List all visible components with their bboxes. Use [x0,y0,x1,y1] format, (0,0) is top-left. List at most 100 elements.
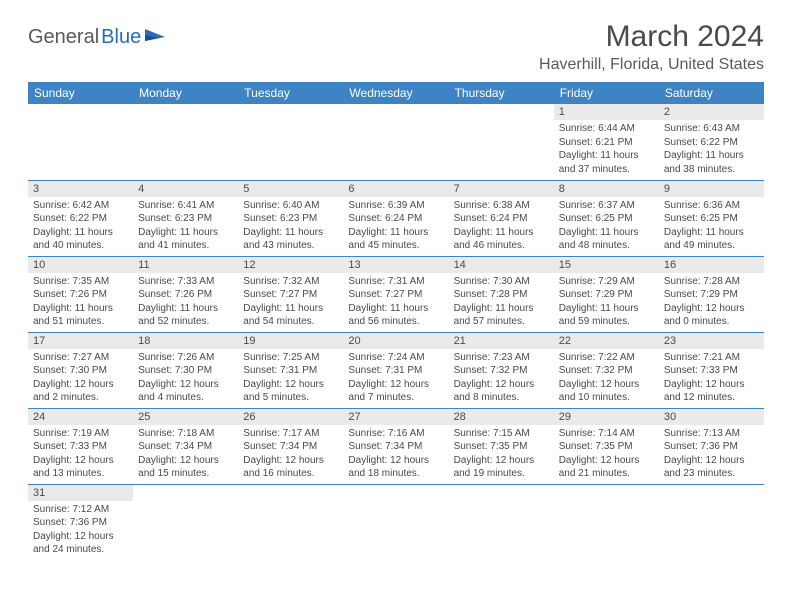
day-number: 18 [133,333,238,349]
calendar-cell: 14Sunrise: 7:30 AMSunset: 7:28 PMDayligh… [449,256,554,332]
calendar-cell: 4Sunrise: 6:41 AMSunset: 6:23 PMDaylight… [133,180,238,256]
sunrise-text: Sunrise: 6:42 AM [33,199,128,213]
calendar-cell: 6Sunrise: 6:39 AMSunset: 6:24 PMDaylight… [343,180,448,256]
day-number: 21 [449,333,554,349]
sunrise-text: Sunrise: 6:43 AM [664,122,759,136]
calendar-cell [554,484,659,560]
calendar-cell: 25Sunrise: 7:18 AMSunset: 7:34 PMDayligh… [133,408,238,484]
day-number: 20 [343,333,448,349]
day-body: Sunrise: 7:18 AMSunset: 7:34 PMDaylight:… [133,425,238,484]
calendar-cell: 23Sunrise: 7:21 AMSunset: 7:33 PMDayligh… [659,332,764,408]
sunset-text: Sunset: 7:35 PM [454,440,549,454]
calendar-row: 24Sunrise: 7:19 AMSunset: 7:33 PMDayligh… [28,408,764,484]
day-number: 6 [343,181,448,197]
sunset-text: Sunset: 7:26 PM [138,288,233,302]
title-block: March 2024 Haverhill, Florida, United St… [539,20,764,74]
day-header: Wednesday [343,82,448,104]
sunset-text: Sunset: 7:31 PM [243,364,338,378]
sunset-text: Sunset: 7:33 PM [664,364,759,378]
daylight-text: Daylight: 12 hours and 4 minutes. [138,378,233,405]
calendar-cell: 27Sunrise: 7:16 AMSunset: 7:34 PMDayligh… [343,408,448,484]
calendar-row: 17Sunrise: 7:27 AMSunset: 7:30 PMDayligh… [28,332,764,408]
day-number: 1 [554,104,659,120]
sunset-text: Sunset: 7:30 PM [138,364,233,378]
daylight-text: Daylight: 12 hours and 7 minutes. [348,378,443,405]
daylight-text: Daylight: 11 hours and 38 minutes. [664,149,759,176]
day-body: Sunrise: 7:15 AMSunset: 7:35 PMDaylight:… [449,425,554,484]
day-number: 17 [28,333,133,349]
daylight-text: Daylight: 11 hours and 48 minutes. [559,226,654,253]
sunset-text: Sunset: 6:22 PM [664,136,759,150]
sunrise-text: Sunrise: 7:31 AM [348,275,443,289]
sunset-text: Sunset: 7:32 PM [559,364,654,378]
daylight-text: Daylight: 11 hours and 45 minutes. [348,226,443,253]
calendar-cell [449,104,554,180]
sunrise-text: Sunrise: 6:37 AM [559,199,654,213]
day-number: 10 [28,257,133,273]
calendar-cell [238,104,343,180]
sunset-text: Sunset: 7:34 PM [138,440,233,454]
calendar-row: 31Sunrise: 7:12 AMSunset: 7:36 PMDayligh… [28,484,764,560]
calendar-cell: 3Sunrise: 6:42 AMSunset: 6:22 PMDaylight… [28,180,133,256]
logo: GeneralBlue [28,26,167,49]
calendar-table: Sunday Monday Tuesday Wednesday Thursday… [28,82,764,560]
day-body: Sunrise: 7:30 AMSunset: 7:28 PMDaylight:… [449,273,554,332]
day-number: 24 [28,409,133,425]
sunrise-text: Sunrise: 7:27 AM [33,351,128,365]
daylight-text: Daylight: 12 hours and 15 minutes. [138,454,233,481]
calendar-cell [133,104,238,180]
daylight-text: Daylight: 11 hours and 56 minutes. [348,302,443,329]
sunrise-text: Sunrise: 6:40 AM [243,199,338,213]
day-header-row: Sunday Monday Tuesday Wednesday Thursday… [28,82,764,104]
daylight-text: Daylight: 12 hours and 2 minutes. [33,378,128,405]
calendar-cell: 13Sunrise: 7:31 AMSunset: 7:27 PMDayligh… [343,256,448,332]
sunrise-text: Sunrise: 7:13 AM [664,427,759,441]
day-body: Sunrise: 7:29 AMSunset: 7:29 PMDaylight:… [554,273,659,332]
daylight-text: Daylight: 11 hours and 49 minutes. [664,226,759,253]
sunset-text: Sunset: 6:24 PM [348,212,443,226]
calendar-cell: 24Sunrise: 7:19 AMSunset: 7:33 PMDayligh… [28,408,133,484]
sunrise-text: Sunrise: 7:17 AM [243,427,338,441]
daylight-text: Daylight: 12 hours and 8 minutes. [454,378,549,405]
sunrise-text: Sunrise: 7:14 AM [559,427,654,441]
sunset-text: Sunset: 7:34 PM [243,440,338,454]
calendar-cell: 26Sunrise: 7:17 AMSunset: 7:34 PMDayligh… [238,408,343,484]
day-body: Sunrise: 7:32 AMSunset: 7:27 PMDaylight:… [238,273,343,332]
day-header: Friday [554,82,659,104]
calendar-cell: 28Sunrise: 7:15 AMSunset: 7:35 PMDayligh… [449,408,554,484]
day-body: Sunrise: 7:17 AMSunset: 7:34 PMDaylight:… [238,425,343,484]
day-header: Saturday [659,82,764,104]
day-number: 16 [659,257,764,273]
day-header: Tuesday [238,82,343,104]
day-number: 26 [238,409,343,425]
daylight-text: Daylight: 11 hours and 40 minutes. [33,226,128,253]
calendar-cell [343,484,448,560]
calendar-cell: 8Sunrise: 6:37 AMSunset: 6:25 PMDaylight… [554,180,659,256]
sunrise-text: Sunrise: 7:30 AM [454,275,549,289]
daylight-text: Daylight: 11 hours and 46 minutes. [454,226,549,253]
day-number: 28 [449,409,554,425]
logo-flag-icon [145,27,167,48]
daylight-text: Daylight: 11 hours and 43 minutes. [243,226,338,253]
sunset-text: Sunset: 7:27 PM [348,288,443,302]
sunset-text: Sunset: 7:31 PM [348,364,443,378]
sunset-text: Sunset: 6:23 PM [243,212,338,226]
day-body: Sunrise: 6:44 AMSunset: 6:21 PMDaylight:… [554,120,659,179]
day-body: Sunrise: 7:23 AMSunset: 7:32 PMDaylight:… [449,349,554,408]
calendar-cell: 10Sunrise: 7:35 AMSunset: 7:26 PMDayligh… [28,256,133,332]
day-number: 2 [659,104,764,120]
daylight-text: Daylight: 11 hours and 52 minutes. [138,302,233,329]
sunset-text: Sunset: 7:29 PM [664,288,759,302]
day-number: 25 [133,409,238,425]
calendar-cell [449,484,554,560]
logo-text-blue: Blue [101,26,141,49]
daylight-text: Daylight: 12 hours and 10 minutes. [559,378,654,405]
day-number: 5 [238,181,343,197]
sunrise-text: Sunrise: 7:23 AM [454,351,549,365]
calendar-cell: 18Sunrise: 7:26 AMSunset: 7:30 PMDayligh… [133,332,238,408]
day-number: 23 [659,333,764,349]
day-body: Sunrise: 6:36 AMSunset: 6:25 PMDaylight:… [659,197,764,256]
day-header: Thursday [449,82,554,104]
daylight-text: Daylight: 12 hours and 13 minutes. [33,454,128,481]
day-number: 14 [449,257,554,273]
